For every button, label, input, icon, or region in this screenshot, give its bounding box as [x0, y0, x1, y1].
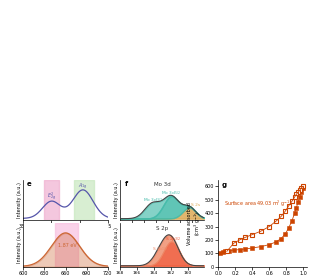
- Y-axis label: Volume adsorbed
(cm$^3$ g$^{-1}$): Volume adsorbed (cm$^3$ g$^{-1}$): [187, 202, 203, 245]
- Text: S 2s: S 2s: [191, 203, 200, 207]
- Text: Mo 3d: Mo 3d: [154, 182, 171, 188]
- Y-axis label: Intensity (a.u.): Intensity (a.u.): [114, 182, 119, 218]
- Text: Mo 3d$_{5/2}$: Mo 3d$_{5/2}$: [161, 190, 181, 197]
- Text: $A_{1g}$: $A_{1g}$: [78, 181, 88, 191]
- Text: S 2p: S 2p: [156, 226, 168, 231]
- Text: $E^2_{2g}$: $E^2_{2g}$: [47, 191, 56, 203]
- Y-axis label: Intensity (a.u.): Intensity (a.u.): [17, 227, 22, 263]
- Text: Mo 3d$_{3/2}$: Mo 3d$_{3/2}$: [143, 197, 163, 204]
- Bar: [44, 180, 59, 219]
- Text: e: e: [27, 181, 32, 187]
- Text: g: g: [222, 182, 227, 188]
- Text: 1.87 eV: 1.87 eV: [57, 243, 76, 248]
- Bar: [55, 223, 78, 267]
- Text: S 2p$_{3/2}$: S 2p$_{3/2}$: [165, 235, 181, 243]
- Y-axis label: Intensity (a.u.): Intensity (a.u.): [114, 227, 119, 263]
- Y-axis label: Intensity (a.u.): Intensity (a.u.): [17, 182, 22, 218]
- Text: f: f: [125, 181, 128, 187]
- Text: S 2p$_{1/2}$: S 2p$_{1/2}$: [152, 245, 168, 253]
- Text: Surface area 49.03 m$^2$ g$^{-1}$: Surface area 49.03 m$^2$ g$^{-1}$: [224, 199, 290, 209]
- Bar: [74, 180, 94, 219]
